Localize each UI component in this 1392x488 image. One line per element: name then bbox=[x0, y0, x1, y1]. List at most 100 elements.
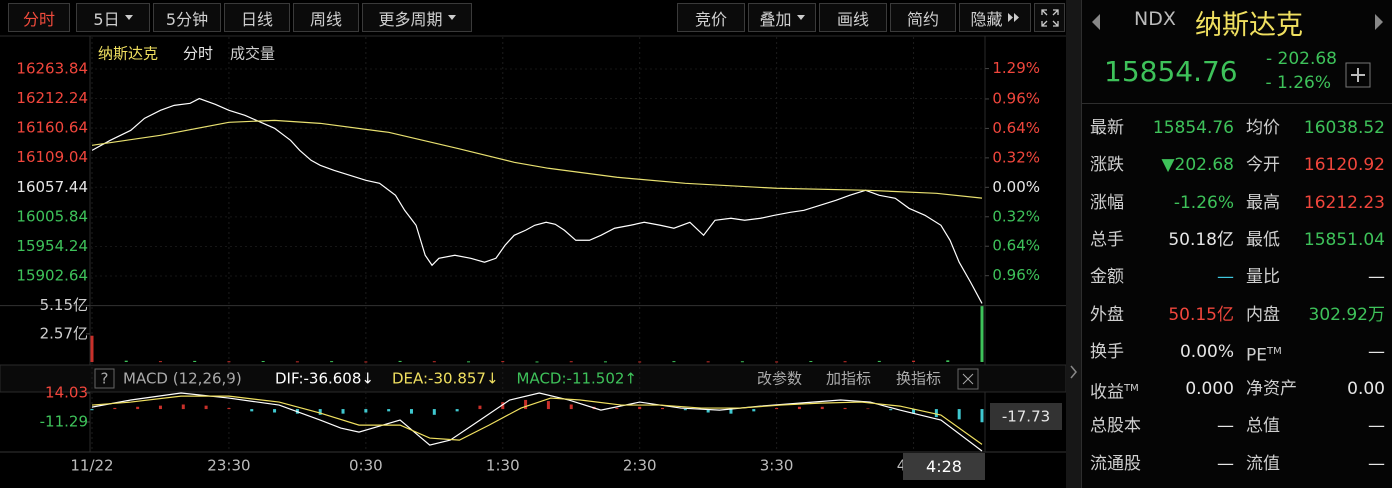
macd-bar bbox=[775, 407, 779, 410]
tab-label[interactable]: 5日 bbox=[93, 9, 120, 29]
fullscreen[interactable] bbox=[1034, 3, 1065, 32]
macd-bar bbox=[980, 409, 984, 423]
tab[interactable]: 日线 bbox=[224, 3, 290, 32]
quote-label: 涨跌 bbox=[1090, 150, 1124, 180]
volume-bar bbox=[912, 360, 916, 362]
macd-bar bbox=[409, 409, 413, 414]
macd-bar bbox=[957, 409, 961, 420]
macd-bar bbox=[501, 402, 505, 410]
quote-value: 15854.76 bbox=[1152, 118, 1234, 138]
macd-bar bbox=[158, 405, 162, 410]
quote-row: 涨幅 -1.26% 最高 16212.23 bbox=[1082, 188, 1392, 218]
tab[interactable]: 周线 bbox=[293, 3, 359, 32]
quote-value: — bbox=[1217, 453, 1234, 474]
volume-bar bbox=[672, 361, 676, 363]
tab-label[interactable]: 画线 bbox=[836, 9, 869, 29]
help[interactable]: ? bbox=[101, 370, 109, 388]
chart-area: 纳斯达克 分时 成交量 ? MACD (12,26,9) 改参数 加指标 换指标… bbox=[0, 35, 1066, 475]
volume-bar bbox=[843, 361, 847, 363]
add-button[interactable] bbox=[1345, 62, 1371, 88]
tab[interactable]: 叠加 bbox=[748, 3, 816, 32]
macd-bar bbox=[387, 409, 391, 412]
quote-label: 总手 bbox=[1090, 225, 1124, 255]
cursor-value: -17.73 bbox=[1002, 408, 1050, 426]
y2-tick-label: 0.32% bbox=[992, 207, 1040, 225]
macd-bar bbox=[546, 401, 550, 410]
quote-row: 流通股 — 流值 — bbox=[1082, 449, 1392, 479]
quote-label-text: 净资产 bbox=[1246, 379, 1297, 400]
quote-label-text: 换手 bbox=[1090, 341, 1124, 362]
macd-action[interactable]: 加指标 bbox=[826, 370, 871, 388]
volume-bar bbox=[569, 361, 573, 363]
quote-label-text: 均价 bbox=[1246, 118, 1280, 138]
quote-label-text: 总股本 bbox=[1090, 416, 1141, 437]
volume-bar bbox=[706, 361, 710, 363]
macd-bar bbox=[113, 407, 117, 410]
tab-label[interactable]: 简约 bbox=[906, 9, 939, 29]
cursor-value-box bbox=[990, 403, 1062, 430]
volume-bar bbox=[603, 361, 607, 363]
volume-bar bbox=[227, 361, 231, 363]
legend-mode: 分时 bbox=[183, 45, 213, 63]
tab-label[interactable]: 分时 bbox=[22, 9, 55, 29]
macd-bar bbox=[729, 409, 733, 414]
series-line bbox=[91, 97, 983, 304]
tab[interactable]: 5日 bbox=[76, 3, 150, 32]
volume-bar bbox=[740, 361, 744, 363]
tab-label[interactable]: 更多周期 bbox=[378, 9, 443, 29]
x-tick-label: 1:30 bbox=[486, 457, 520, 475]
macd-bar bbox=[524, 399, 528, 410]
tab-label[interactable]: 5分钟 bbox=[165, 9, 209, 29]
quote-label: 外盘 bbox=[1090, 300, 1124, 330]
quote-value: — bbox=[1368, 453, 1385, 474]
tab-label[interactable]: 竞价 bbox=[694, 9, 727, 29]
tab-label[interactable]: 叠加 bbox=[759, 9, 792, 29]
volume-bar bbox=[124, 360, 128, 362]
volume-bar bbox=[775, 361, 779, 363]
tab[interactable]: 简约 bbox=[890, 3, 956, 32]
tab-label[interactable]: 周线 bbox=[309, 9, 342, 29]
volume-bar bbox=[158, 361, 162, 363]
quote-value: 16038.52 bbox=[1303, 118, 1385, 138]
quote-value: 50.18亿 bbox=[1168, 229, 1234, 250]
macd-bar bbox=[912, 409, 916, 414]
macd-action[interactable]: 换指标 bbox=[896, 370, 941, 388]
quote-label-text: 最高 bbox=[1246, 192, 1280, 213]
quote-label-text: 量比 bbox=[1246, 267, 1280, 288]
tab-label[interactable]: 日线 bbox=[240, 9, 273, 29]
tab[interactable]: 画线 bbox=[819, 3, 887, 32]
help-box[interactable] bbox=[94, 368, 115, 389]
close-icon[interactable] bbox=[957, 368, 979, 390]
legend-volume: 成交量 bbox=[230, 45, 275, 63]
macd-bar bbox=[273, 409, 277, 413]
tab-label[interactable]: 隐藏 bbox=[970, 9, 1003, 29]
quote-row: 金额 — 量比 — bbox=[1082, 262, 1392, 292]
quote-label: 流通股 bbox=[1090, 449, 1141, 479]
tab[interactable]: 5分钟 bbox=[153, 3, 221, 32]
tab[interactable]: 分时 bbox=[8, 3, 70, 32]
prev-arrow[interactable] bbox=[1090, 12, 1102, 32]
series-line bbox=[91, 395, 983, 445]
volume-bar bbox=[398, 360, 402, 362]
macd-action[interactable]: 改参数 bbox=[757, 370, 802, 388]
tab[interactable]: 更多周期 bbox=[362, 3, 472, 32]
tab[interactable]: 隐藏 bbox=[959, 3, 1031, 32]
quote-value: 50.15亿 bbox=[1168, 304, 1234, 325]
macd-bar bbox=[820, 406, 824, 410]
macd-bar bbox=[318, 409, 322, 415]
next-arrow[interactable] bbox=[1373, 12, 1385, 32]
macd-bar bbox=[455, 409, 459, 412]
quote-label: 金额 bbox=[1090, 262, 1124, 292]
y2-tick-label: 1.29% bbox=[992, 59, 1040, 77]
macd-bar bbox=[934, 409, 938, 418]
legend-name: 纳斯达克 bbox=[98, 45, 158, 63]
quote-label: PETM bbox=[1246, 337, 1282, 371]
tab[interactable]: 竞价 bbox=[677, 3, 745, 32]
quote-label-text: 最低 bbox=[1246, 229, 1280, 250]
quote-row: 最新 15854.76 均价 16038.52 bbox=[1082, 113, 1392, 143]
quote-value: -1.26% bbox=[1173, 192, 1234, 213]
volume-bar bbox=[980, 306, 984, 362]
collapse-handle[interactable] bbox=[1066, 0, 1081, 488]
x-tick-label: 11/22 bbox=[70, 457, 113, 475]
